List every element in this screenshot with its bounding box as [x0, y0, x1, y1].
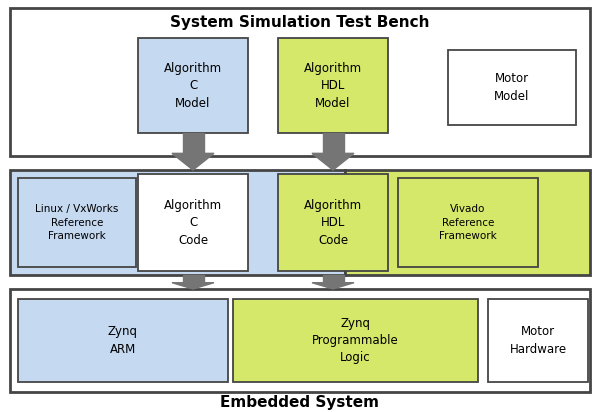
Polygon shape: [312, 153, 354, 170]
FancyBboxPatch shape: [182, 275, 203, 283]
Polygon shape: [172, 153, 214, 170]
FancyBboxPatch shape: [182, 133, 203, 153]
Text: Embedded System: Embedded System: [221, 395, 380, 410]
Text: Algorithm
C
Code: Algorithm C Code: [164, 199, 222, 246]
Text: Zynq
Programmable
Logic: Zynq Programmable Logic: [312, 316, 399, 365]
FancyBboxPatch shape: [10, 289, 590, 392]
FancyBboxPatch shape: [345, 170, 590, 275]
FancyBboxPatch shape: [448, 50, 576, 125]
FancyBboxPatch shape: [233, 299, 478, 382]
Text: Motor
Model: Motor Model: [494, 72, 530, 103]
Text: Vivado
Reference
Framework: Vivado Reference Framework: [439, 204, 497, 241]
FancyBboxPatch shape: [18, 178, 136, 267]
FancyBboxPatch shape: [488, 299, 588, 382]
FancyBboxPatch shape: [398, 178, 538, 267]
FancyBboxPatch shape: [10, 170, 345, 275]
FancyBboxPatch shape: [18, 299, 228, 382]
Text: Motor
Hardware: Motor Hardware: [509, 325, 566, 356]
FancyBboxPatch shape: [323, 133, 343, 153]
FancyBboxPatch shape: [323, 275, 343, 283]
Text: Zynq
ARM: Zynq ARM: [108, 325, 138, 356]
Text: Algorithm
HDL
Model: Algorithm HDL Model: [304, 61, 362, 110]
FancyBboxPatch shape: [278, 174, 388, 271]
Text: Algorithm
C
Model: Algorithm C Model: [164, 61, 222, 110]
FancyBboxPatch shape: [278, 38, 388, 133]
FancyBboxPatch shape: [138, 38, 248, 133]
Polygon shape: [172, 283, 214, 289]
Text: Linux / VxWorks
Reference
Framework: Linux / VxWorks Reference Framework: [35, 204, 119, 241]
FancyBboxPatch shape: [138, 174, 248, 271]
Polygon shape: [312, 283, 354, 289]
Text: Algorithm
HDL
Code: Algorithm HDL Code: [304, 199, 362, 246]
FancyBboxPatch shape: [10, 8, 590, 156]
Text: System Simulation Test Bench: System Simulation Test Bench: [170, 14, 430, 30]
